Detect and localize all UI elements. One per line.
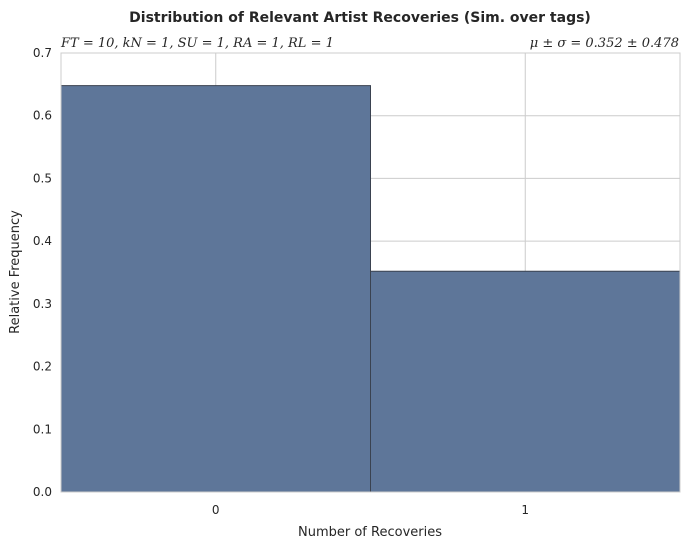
mean-std-annotation: μ ± σ = 0.352 ± 0.478 — [530, 36, 679, 51]
bar-0 — [60, 85, 371, 493]
y-tick-label: 0.0 — [33, 485, 52, 499]
y-tick-labels: 0.0 0.1 0.2 0.3 0.4 0.5 0.6 0.7 — [33, 46, 52, 499]
y-tick-label: 0.3 — [33, 297, 52, 311]
parameters-annotation: FT = 10, kN = 1, SU = 1, RA = 1, RL = 1 — [60, 36, 334, 51]
y-tick-label: 0.2 — [33, 360, 52, 374]
x-axis-label: Number of Recoveries — [298, 525, 442, 540]
x-tick-label: 1 — [521, 503, 529, 517]
y-axis-label: Relative Frequency — [8, 210, 23, 334]
x-tick-label: 0 — [212, 503, 220, 517]
y-tick-label: 0.5 — [33, 171, 52, 185]
y-tick-label: 0.4 — [33, 234, 52, 248]
chart-title: Distribution of Relevant Artist Recoveri… — [129, 10, 591, 26]
bar-1 — [370, 270, 681, 493]
plot-frame — [60, 52, 681, 493]
y-tick-label: 0.7 — [33, 46, 52, 60]
y-tick-label: 0.6 — [33, 109, 52, 123]
bars — [60, 85, 681, 493]
y-tick-label: 0.1 — [33, 422, 52, 436]
